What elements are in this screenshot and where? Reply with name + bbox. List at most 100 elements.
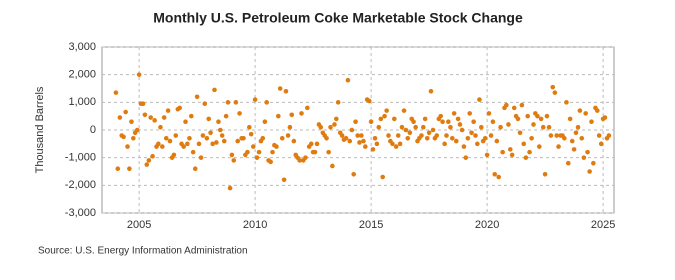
point (177, 105, 183, 111)
point (546, 124, 552, 130)
point (359, 133, 364, 138)
point (529, 136, 534, 141)
point (395, 133, 401, 138)
point (156, 141, 161, 147)
point (515, 116, 521, 122)
point (235, 138, 241, 144)
point (405, 136, 411, 141)
point (274, 144, 279, 149)
point (187, 136, 192, 141)
point (231, 158, 237, 163)
point (446, 119, 451, 124)
point (285, 133, 291, 138)
point (163, 136, 169, 141)
point (583, 111, 588, 116)
point (484, 152, 490, 158)
point (347, 138, 353, 144)
point (218, 127, 223, 133)
y-tick-label: 2,000 (68, 69, 96, 81)
point (204, 136, 210, 141)
point (264, 100, 270, 105)
point (457, 122, 463, 127)
point (430, 127, 436, 133)
point (372, 136, 378, 141)
point (328, 124, 333, 130)
point (216, 119, 221, 124)
point (540, 124, 546, 130)
point (196, 141, 202, 147)
point (245, 149, 250, 155)
source: Source: U.S. Energy Information Administ… (38, 246, 248, 257)
point (536, 144, 542, 149)
point (591, 160, 596, 166)
point (173, 133, 179, 138)
point (500, 149, 505, 155)
y-axis-label: Thousand Barrels (34, 86, 46, 173)
point (276, 113, 281, 119)
point (248, 131, 254, 137)
point (509, 152, 515, 158)
point (314, 141, 320, 147)
point (397, 141, 403, 147)
point (606, 133, 612, 138)
point (428, 88, 434, 94)
point (531, 122, 536, 127)
x-tick-label: 2015 (359, 219, 383, 231)
point (411, 119, 416, 124)
point (413, 124, 418, 130)
point (403, 127, 409, 133)
point (223, 113, 229, 119)
point (569, 138, 575, 144)
point (318, 124, 324, 130)
y-tick-label: 1,000 (68, 96, 96, 108)
point (214, 140, 219, 145)
point (424, 136, 430, 141)
point (121, 134, 126, 140)
point (575, 124, 581, 130)
point (125, 144, 130, 149)
point (189, 113, 194, 119)
point (219, 133, 225, 138)
point (594, 108, 600, 113)
point (297, 158, 302, 163)
x-tick-label: 2025 (591, 219, 615, 231)
point (335, 100, 341, 105)
point (378, 116, 384, 122)
point (399, 124, 405, 130)
point (455, 116, 461, 122)
point (370, 147, 376, 152)
point (490, 119, 496, 124)
point (422, 116, 428, 122)
point (270, 149, 275, 155)
point (117, 115, 123, 120)
point (283, 88, 289, 94)
point (535, 113, 540, 119)
point (202, 101, 208, 107)
y-tick-label: 0 (90, 124, 96, 136)
point (355, 133, 360, 138)
point (148, 115, 154, 120)
point (115, 166, 121, 172)
point (492, 171, 498, 177)
point (567, 116, 573, 122)
point (287, 124, 293, 130)
point (444, 133, 449, 138)
point (279, 136, 285, 141)
point (363, 144, 368, 149)
point (538, 116, 544, 122)
point (167, 138, 173, 144)
point (504, 102, 509, 108)
point (384, 108, 389, 113)
point (550, 84, 556, 90)
point (268, 159, 273, 165)
point (142, 112, 148, 118)
point (250, 144, 256, 149)
point (332, 122, 337, 127)
point (123, 109, 128, 115)
point (165, 108, 171, 113)
point (581, 155, 587, 160)
point (144, 162, 150, 167)
point (160, 144, 165, 149)
point (277, 86, 283, 91)
